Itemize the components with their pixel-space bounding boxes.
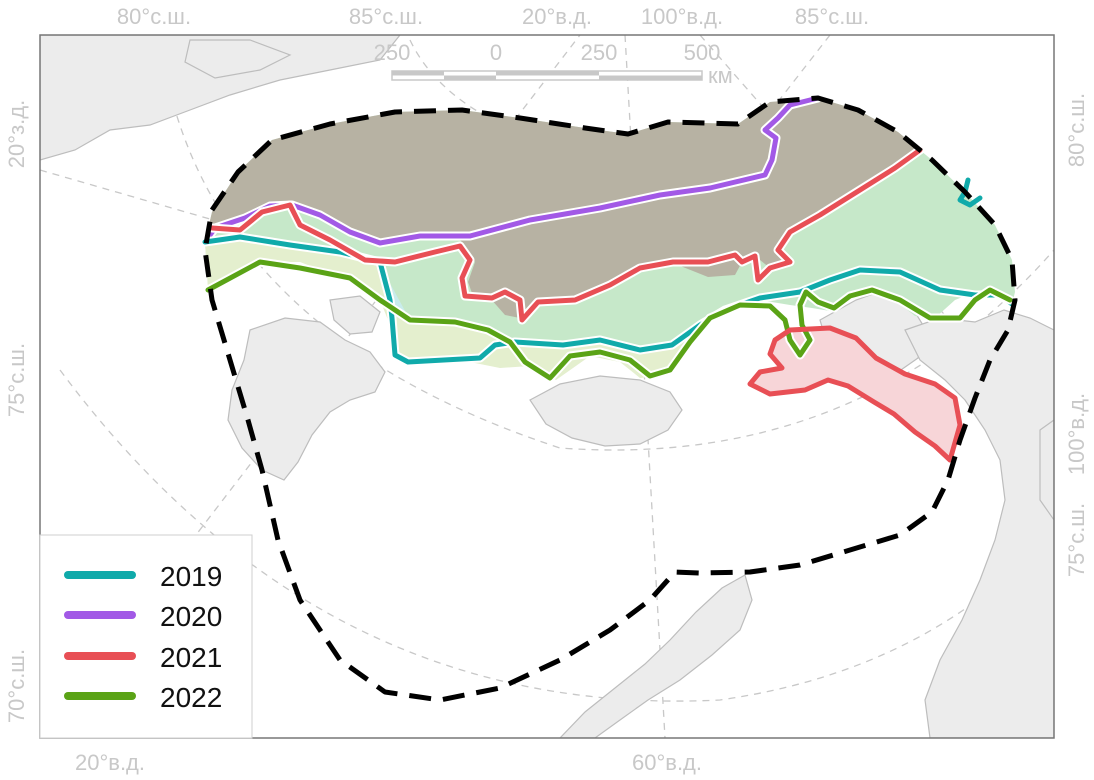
graticule-label-right: 80°с.ш. — [1064, 93, 1089, 167]
legend-box — [39, 534, 253, 739]
legend-item: 2022 — [64, 682, 222, 713]
scale-bar-seg — [496, 71, 599, 76]
graticule-label-top: 20°в.д. — [522, 4, 592, 29]
graticule-label-left: 20°з.д. — [4, 100, 29, 168]
scale-bar-seg — [599, 75, 702, 80]
map-frame — [39, 34, 1055, 739]
legend-label-2020: 2020 — [160, 601, 222, 632]
legend: 2019 2020 2021 2022 — [39, 534, 253, 739]
graticule-label-bottom: 20°в.д. — [75, 750, 145, 775]
graticule-label-bottom: 60°в.д. — [632, 750, 702, 775]
scale-tick-label: 250 — [374, 40, 411, 65]
scale-tick-label: 250 — [581, 40, 618, 65]
line-2019 — [202, 234, 1015, 365]
legend-item: 2019 — [64, 561, 222, 592]
land-taymyr — [904, 309, 1054, 738]
graticule-label-left: 70°с.ш. — [4, 649, 29, 723]
land-east-coast — [1039, 419, 1054, 522]
graticule-label-top: 85°с.ш. — [349, 4, 423, 29]
legend-item: 2021 — [64, 642, 222, 673]
land-novaya-zemlya — [559, 574, 753, 738]
graticule-label-top: 85°с.ш. — [795, 4, 869, 29]
graticule-label-top: 80°с.ш. — [117, 4, 191, 29]
land-svalbard-east — [329, 295, 381, 335]
scale-tick-label: 500 — [684, 40, 721, 65]
land-greenland-interior — [184, 39, 292, 79]
graticule-label-left: 75°с.ш. — [4, 343, 29, 417]
scale-tick-label: 0 — [490, 40, 502, 65]
legend-label-2021: 2021 — [160, 642, 222, 673]
graticule-label-right: 75°с.ш. — [1064, 503, 1089, 577]
scale-bar: 250 0 250 500 км — [374, 40, 733, 88]
land — [40, 35, 1054, 738]
zone-2021-patch — [750, 328, 960, 460]
land-franz-josef — [529, 375, 683, 447]
scale-bar-seg — [444, 75, 496, 80]
graticule-label-right: 100°в.д. — [1064, 393, 1089, 475]
legend-item: 2020 — [64, 601, 222, 632]
line-2021 — [209, 147, 923, 323]
survey-boundary — [202, 95, 1018, 703]
legend-label-2022: 2022 — [160, 682, 222, 713]
graticule-label-top: 100°в.д. — [641, 4, 723, 29]
line-2019-stub — [957, 177, 983, 208]
land-svalbard — [227, 317, 386, 481]
year-lines — [200, 93, 1017, 463]
land-greenland — [40, 35, 401, 161]
scale-unit-label: км — [708, 63, 733, 88]
scale-bar-seg — [392, 71, 444, 76]
line-2022 — [205, 259, 1013, 381]
legend-label-2019: 2019 — [160, 561, 222, 592]
line-2021-patch — [747, 325, 963, 463]
